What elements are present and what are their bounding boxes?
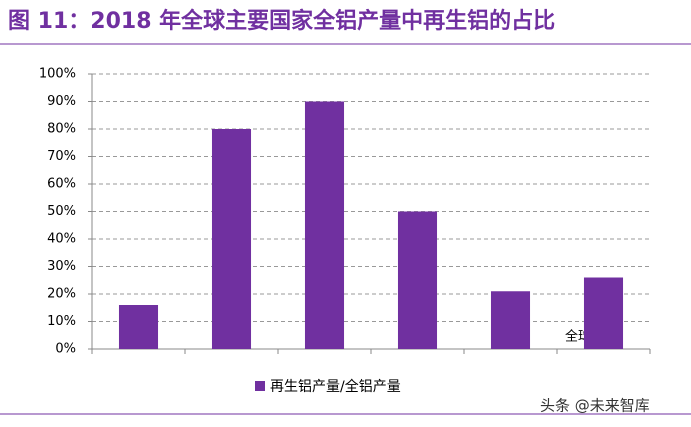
y-tick-label: 90% — [47, 94, 76, 109]
watermark: 头条 @未来智库 — [540, 397, 650, 415]
y-tick-label: 100% — [39, 67, 76, 82]
bar — [397, 211, 438, 349]
chart-title: 图 11：2018 年全球主要国家全铝产量中再生铝的占比 — [8, 8, 555, 34]
bar — [304, 101, 345, 349]
bar — [211, 129, 252, 349]
y-tick-label: 70% — [47, 149, 76, 164]
y-tick-label: 50% — [47, 204, 76, 219]
y-tick-label: 80% — [47, 122, 76, 137]
y-tick-label: 60% — [47, 177, 76, 192]
bar — [490, 291, 531, 349]
bar — [118, 305, 159, 349]
y-tick-label: 30% — [47, 259, 76, 274]
y-tick-label: 0% — [55, 342, 76, 357]
y-tick-label: 20% — [47, 287, 76, 302]
y-tick-label: 10% — [47, 314, 76, 329]
y-tick-label: 40% — [47, 232, 76, 247]
legend-label: 再生铝产量/全铝产量 — [270, 378, 401, 395]
legend-swatch — [255, 381, 265, 391]
bar — [583, 277, 624, 349]
